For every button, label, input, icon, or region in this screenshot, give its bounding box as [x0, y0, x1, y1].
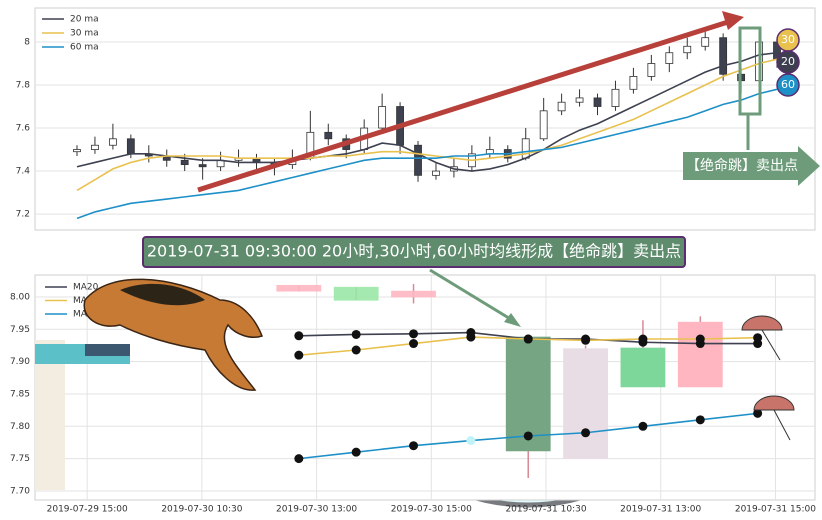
candle-body: [333, 286, 379, 301]
candle-body: [683, 45, 692, 54]
y-tick-label: 7.8: [16, 81, 31, 91]
ma-marker: [695, 334, 705, 344]
ma-marker: [638, 334, 648, 344]
ma-marker: [695, 415, 705, 425]
pointer-arrow: [429, 268, 513, 322]
ma-marker: [581, 428, 591, 438]
ma-marker: [523, 334, 533, 344]
ma-marker: [409, 329, 419, 339]
x-tick-label: 2019-07-30 10:30: [161, 505, 242, 515]
diving-platform: [35, 340, 65, 490]
legend-label: MA20: [73, 283, 99, 293]
candle-body: [391, 290, 436, 298]
legend-label: 60 ma: [70, 43, 99, 53]
y-tick-label: 7.75: [10, 454, 30, 464]
candle-body: [665, 52, 674, 64]
ma-marker: [523, 431, 533, 441]
ma-marker: [581, 335, 591, 345]
candle-body: [557, 101, 566, 112]
candle-body: [719, 37, 728, 75]
candle-body: [539, 110, 548, 140]
ma-marker: [351, 329, 361, 339]
y-tick-label: 8: [24, 37, 30, 47]
overlay: 【绝命跳】卖出点 30 20 60 2019-07-31 09:30:00 20…: [35, 11, 820, 490]
dog: [83, 278, 263, 391]
highlight-box: [738, 26, 762, 116]
badge-label: 20: [781, 55, 795, 68]
candle-body: [414, 144, 422, 176]
candle-body: [701, 37, 710, 47]
candle-body: [647, 63, 656, 77]
ma-marker: [638, 421, 648, 431]
ma-marker: [409, 339, 419, 349]
badge: [776, 73, 800, 97]
parachutes: [741, 315, 795, 441]
candle-body: [677, 321, 723, 388]
ma-marker: [294, 350, 304, 360]
ma-marker: [294, 331, 304, 341]
ma-marker: [351, 345, 361, 355]
ma-marker: [753, 408, 763, 418]
banner-text: 2019-07-31 09:30:00 20小时,30小时,60小时均线形成【绝…: [147, 242, 681, 261]
x-tick-label: 2019-07-29 15:00: [47, 505, 128, 515]
diving-board-edge: [85, 344, 130, 356]
candle-body: [198, 164, 207, 168]
candle-body: [378, 106, 387, 129]
y-tick-label: 7.2: [16, 210, 30, 220]
candle-body: [276, 284, 322, 292]
dog-saddle: [120, 283, 205, 306]
ma-line: [76, 88, 778, 220]
candle-body: [91, 144, 99, 150]
badge: [776, 50, 800, 74]
badge-label: 30: [781, 33, 795, 46]
banner: [142, 236, 686, 268]
candle-body: [324, 131, 333, 140]
badge-label: 60: [781, 78, 795, 91]
candle-body: [563, 348, 608, 460]
pointer-arrow-head: [504, 313, 521, 327]
y-tick-label: 8.00: [10, 292, 30, 302]
candle-body: [593, 97, 602, 107]
y-tick-label: 7.80: [10, 422, 30, 432]
y-tick-label: 7.90: [10, 357, 30, 367]
y-tick-label: 7.85: [10, 389, 30, 399]
candle-body: [108, 138, 117, 146]
ma-marker: [294, 454, 304, 464]
legend-label: 20 ma: [70, 15, 99, 25]
x-tick-label: 2019-07-31 15:00: [735, 505, 816, 515]
candle-body: [180, 159, 189, 166]
candle-body: [620, 347, 666, 388]
candle-body: [73, 149, 81, 153]
x-tick-label: 2019-07-31 10:30: [505, 505, 586, 515]
ma-line: [76, 58, 778, 192]
y-tick-label: 7.6: [16, 124, 31, 134]
candle-body: [521, 138, 530, 159]
candle-body: [126, 138, 135, 155]
annotation-box: [683, 146, 820, 186]
trend-arrow-head: [722, 11, 744, 30]
x-tick-label: 2019-07-31 13:00: [620, 505, 701, 515]
annotation: 【绝命跳】卖出点: [686, 157, 798, 174]
x-tick-label: 2019-07-30 15:00: [391, 505, 472, 515]
ma-marker: [409, 441, 419, 451]
y-tick-label: 7.95: [10, 325, 30, 335]
y-tick-label: 7.70: [10, 486, 30, 496]
legend-label: 30 ma: [70, 29, 99, 39]
candle-body: [611, 88, 620, 107]
candle-body: [432, 170, 440, 176]
candle-body: [629, 76, 638, 90]
y-tick-label: 7.4: [16, 167, 31, 177]
ma-marker: [753, 333, 763, 343]
trend-arrow: [197, 19, 729, 193]
ma-marker: [351, 447, 361, 457]
x-tick-label: 2019-07-30 13:00: [276, 505, 357, 515]
candle-body: [575, 97, 584, 103]
ma-marker: [466, 436, 476, 446]
ma-marker: [466, 332, 476, 342]
